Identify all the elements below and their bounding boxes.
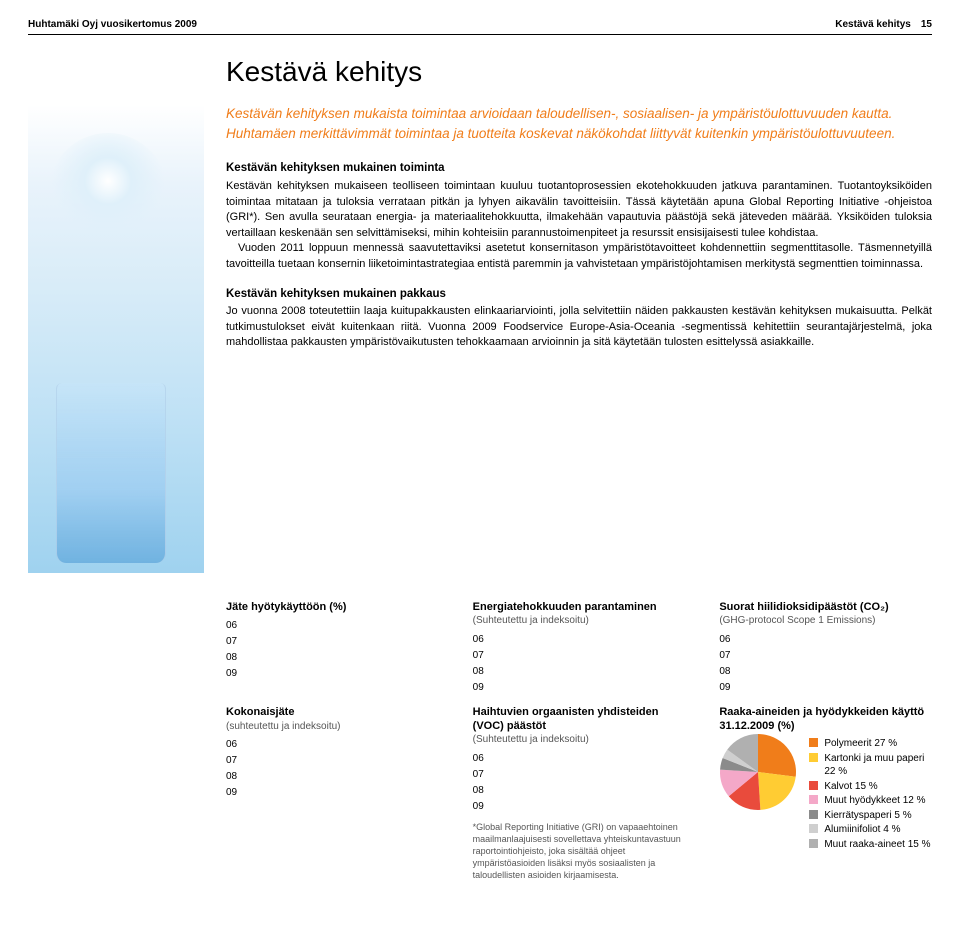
legend-swatch (809, 810, 818, 819)
chart-total-waste: Kokonaisjäte (suhteutettu ja indeksoitu)… (226, 706, 439, 882)
charts-row-2: Kokonaisjäte (suhteutettu ja indeksoitu)… (28, 706, 932, 882)
pie-slice (758, 772, 796, 810)
pie-slice (758, 734, 796, 777)
year-list: 06 07 08 09 (473, 632, 686, 696)
section-body-1: Kestävän kehityksen mukaiseen teolliseen… (226, 179, 932, 273)
chart-waste-recycling: Jäte hyötykäyttöön (%) 06 07 08 09 (226, 601, 439, 696)
header-left: Huhtamäki Oyj vuosikertomus 2009 (28, 18, 197, 32)
legend-item: Polymeerit 27 % (809, 737, 932, 751)
gri-footnote: *Global Reporting Initiative (GRI) on va… (473, 821, 686, 882)
water-glass-image (28, 53, 204, 573)
chart-co2-emissions: Suorat hiilidioksidipäästöt (CO₂) (GHG-p… (719, 601, 932, 696)
section-heading-1: Kestävän kehityksen mukainen toiminta (226, 161, 932, 177)
charts-row-1: Jäte hyötykäyttöön (%) 06 07 08 09 Energ… (28, 601, 932, 696)
photo-column (28, 53, 204, 573)
legend-label: Muut raaka-aineet 15 % (824, 838, 930, 852)
legend-swatch (809, 781, 818, 790)
legend-item: Muut raaka-aineet 15 % (809, 838, 932, 852)
year-list: 06 07 08 09 (719, 632, 932, 696)
lead-paragraph: Kestävän kehityksen mukaista toimintaa a… (226, 104, 932, 143)
text-column: Kestävä kehitys Kestävän kehityksen muka… (204, 53, 932, 573)
chart-energy-efficiency: Energiatehokkuuden parantaminen (Suhteut… (473, 601, 686, 696)
chart-voc-emissions: Haihtuvien orgaanisten yhdisteiden (VOC)… (473, 706, 686, 882)
legend-label: Alumiinifoliot 4 % (824, 823, 900, 837)
pie-chart-icon (719, 733, 797, 811)
legend-swatch (809, 738, 818, 747)
legend-item: Kartonki ja muu paperi 22 % (809, 752, 932, 779)
year-list: 06 07 08 09 (473, 751, 686, 815)
legend-label: Muut hyödykkeet 12 % (824, 794, 925, 808)
legend-item: Muut hyödykkeet 12 % (809, 794, 932, 808)
legend-swatch (809, 824, 818, 833)
legend-label: Kalvot 15 % (824, 780, 877, 794)
legend-swatch (809, 753, 818, 762)
page-header: Huhtamäki Oyj vuosikertomus 2009 Kestävä… (28, 18, 932, 35)
legend-label: Kierrätyspaperi 5 % (824, 809, 911, 823)
pie-legend: Polymeerit 27 %Kartonki ja muu paperi 22… (809, 737, 932, 852)
legend-label: Polymeerit 27 % (824, 737, 897, 751)
chart-raw-materials-pie: Raaka-aineiden ja hyödykkeiden käyttö 31… (719, 706, 932, 882)
legend-item: Kierrätyspaperi 5 % (809, 809, 932, 823)
legend-swatch (809, 839, 818, 848)
year-list: 06 07 08 09 (226, 737, 439, 801)
year-list: 06 07 08 09 (226, 618, 439, 682)
page-number: 15 (921, 18, 932, 32)
header-section: Kestävä kehitys (835, 18, 911, 32)
legend-item: Alumiinifoliot 4 % (809, 823, 932, 837)
legend-swatch (809, 795, 818, 804)
page-title: Kestävä kehitys (226, 53, 932, 91)
section-heading-2: Kestävän kehityksen mukainen pakkaus (226, 287, 932, 303)
legend-item: Kalvot 15 % (809, 780, 932, 794)
legend-label: Kartonki ja muu paperi 22 % (824, 752, 932, 779)
section-body-2: Jo vuonna 2008 toteutettiin laaja kuitup… (226, 304, 932, 351)
